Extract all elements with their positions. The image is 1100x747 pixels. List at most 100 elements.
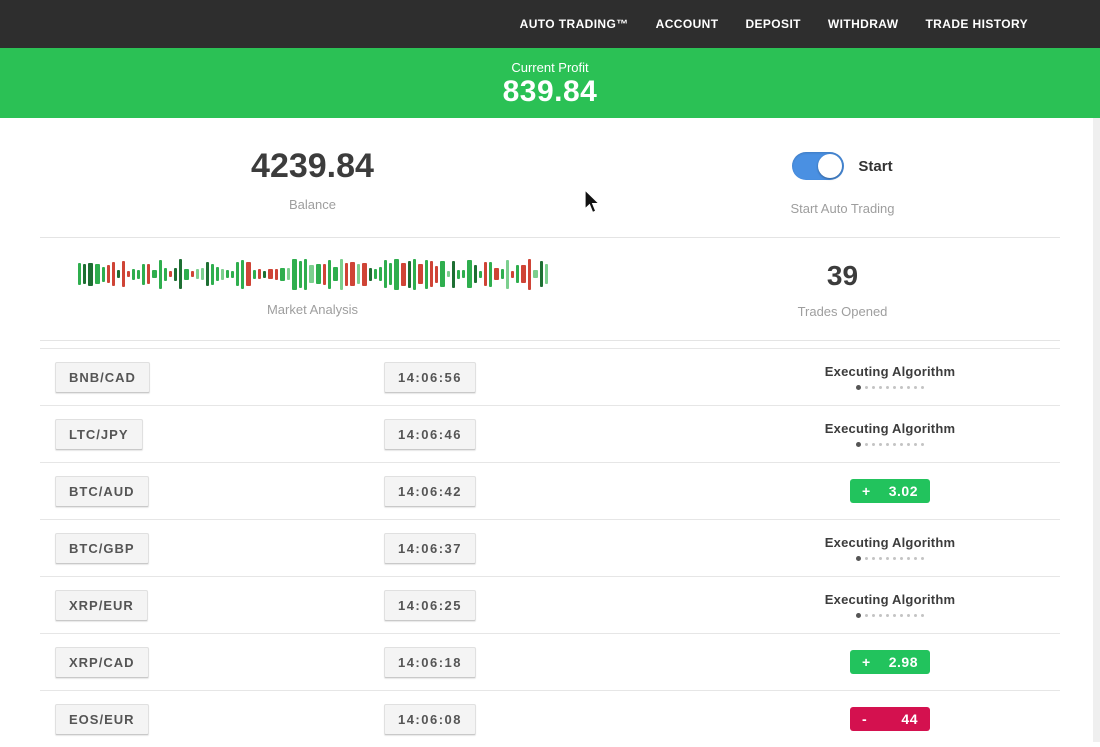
market-analysis-block: Market Analysis bbox=[40, 254, 585, 340]
pair-badge: LTC/JPY bbox=[55, 418, 143, 450]
chart-bar bbox=[515, 265, 519, 283]
dot bbox=[879, 386, 882, 389]
trade-row: BNB/CAD 14:06:56 Executing Algorithm bbox=[40, 348, 1060, 405]
chart-bar bbox=[190, 271, 194, 277]
trade-list: BNB/CAD 14:06:56 Executing Algorithm LTC… bbox=[0, 348, 1100, 747]
result-amount: 3.02 bbox=[888, 483, 918, 499]
pair-cell: XRP/EUR bbox=[40, 589, 210, 621]
chart-bar bbox=[434, 265, 438, 283]
chart-bar bbox=[520, 265, 526, 283]
pair-cell: BTC/AUD bbox=[40, 475, 210, 507]
chart-bar bbox=[400, 262, 406, 286]
chart-bar bbox=[183, 268, 189, 280]
nav-item-auto-trading[interactable]: AUTO TRADING™ bbox=[519, 17, 629, 31]
chart-bar bbox=[429, 261, 433, 287]
chart-bar bbox=[235, 262, 239, 286]
trade-row: EOS/EUR 14:06:08 - 44 bbox=[40, 690, 1060, 747]
result-badge: + 3.02 bbox=[850, 479, 930, 503]
summary-bottom: Market Analysis 39 Trades Opened bbox=[0, 238, 1100, 340]
progress-dots-icon bbox=[720, 556, 1060, 561]
chart-bar bbox=[87, 262, 93, 286]
chart-bar bbox=[539, 261, 543, 287]
result-sign: - bbox=[862, 711, 868, 727]
chart-bar bbox=[146, 264, 150, 284]
nav-item-account[interactable]: ACCOUNT bbox=[655, 17, 719, 31]
chart-bar bbox=[388, 263, 392, 285]
dot bbox=[907, 614, 910, 617]
chart-bar bbox=[544, 264, 548, 284]
chart-bar bbox=[315, 264, 321, 284]
chart-bar bbox=[417, 264, 423, 284]
chart-bar bbox=[116, 270, 120, 278]
dot bbox=[879, 443, 882, 446]
chart-bar bbox=[451, 260, 455, 288]
auto-trading-toggle[interactable] bbox=[792, 152, 845, 180]
chart-bar bbox=[267, 269, 273, 279]
chart-bar bbox=[274, 268, 278, 280]
chart-bar bbox=[493, 268, 499, 280]
nav-item-deposit[interactable]: DEPOSIT bbox=[745, 17, 801, 31]
auto-trading-block: Start Start Auto Trading bbox=[585, 148, 1100, 237]
dot bbox=[856, 385, 861, 390]
dot bbox=[907, 443, 910, 446]
chart-bar bbox=[407, 260, 411, 288]
chart-bar bbox=[393, 258, 399, 290]
dot bbox=[921, 443, 924, 446]
dot bbox=[900, 557, 903, 560]
chart-bar bbox=[339, 258, 343, 290]
chart-bar bbox=[286, 268, 290, 280]
top-nav: AUTO TRADING™ ACCOUNT DEPOSIT WITHDRAW TRADE… bbox=[0, 0, 1100, 48]
pair-badge: XRP/EUR bbox=[55, 589, 148, 621]
executing-status: Executing Algorithm bbox=[720, 421, 1060, 447]
chart-bar bbox=[178, 259, 182, 289]
chart-bar bbox=[220, 268, 224, 280]
dot bbox=[886, 614, 889, 617]
profit-banner-value: 839.84 bbox=[502, 74, 598, 108]
time-cell: 14:06:42 bbox=[210, 475, 650, 507]
chart-bar bbox=[349, 262, 355, 286]
dot bbox=[872, 614, 875, 617]
chart-bar bbox=[383, 260, 387, 288]
dot bbox=[865, 443, 868, 446]
chart-bar bbox=[344, 262, 348, 286]
dot bbox=[921, 386, 924, 389]
trade-row: XRP/EUR 14:06:25 Executing Algorithm bbox=[40, 576, 1060, 633]
chart-bar bbox=[173, 267, 177, 281]
toggle-row: Start bbox=[792, 152, 893, 180]
dot bbox=[865, 557, 868, 560]
nav-item-trade-history[interactable]: TRADE HISTORY bbox=[925, 17, 1028, 31]
chart-bar bbox=[136, 269, 140, 279]
dot bbox=[893, 386, 896, 389]
chart-bar bbox=[456, 269, 460, 279]
trade-row: LTC/JPY 14:06:46 Executing Algorithm bbox=[40, 405, 1060, 462]
chart-bar bbox=[488, 261, 492, 287]
dot bbox=[900, 386, 903, 389]
auto-trading-caption: Start Auto Trading bbox=[790, 201, 895, 216]
toggle-label: Start bbox=[858, 157, 893, 175]
chart-bar bbox=[101, 266, 105, 282]
balance-block: 4239.84 Balance bbox=[40, 147, 585, 237]
executing-label: Executing Algorithm bbox=[824, 535, 956, 550]
dot bbox=[914, 443, 917, 446]
chart-bar bbox=[461, 270, 465, 278]
dot bbox=[921, 557, 924, 560]
chart-bar bbox=[478, 270, 482, 278]
time-badge: 14:06:37 bbox=[383, 532, 477, 564]
chart-bar bbox=[473, 265, 477, 283]
chart-bar bbox=[439, 261, 445, 287]
nav-item-withdraw[interactable]: WITHDRAW bbox=[827, 17, 899, 31]
pair-cell: BNB/CAD bbox=[40, 361, 210, 393]
chart-bar bbox=[215, 267, 219, 281]
progress-dots-icon bbox=[720, 613, 1060, 618]
chart-bar bbox=[322, 263, 326, 285]
toggle-knob-icon bbox=[818, 154, 843, 178]
scrollbar[interactable] bbox=[1093, 118, 1100, 742]
chart-bar bbox=[279, 267, 285, 281]
nav-items: AUTO TRADING™ ACCOUNT DEPOSIT WITHDRAW TRADE… bbox=[520, 17, 1028, 31]
market-analysis-label: Market Analysis bbox=[266, 302, 359, 317]
executing-label: Executing Algorithm bbox=[824, 364, 956, 379]
dot bbox=[914, 614, 917, 617]
progress-dots-icon bbox=[720, 385, 1060, 390]
executing-label: Executing Algorithm bbox=[824, 592, 956, 607]
result-badge: + 2.98 bbox=[850, 650, 930, 674]
